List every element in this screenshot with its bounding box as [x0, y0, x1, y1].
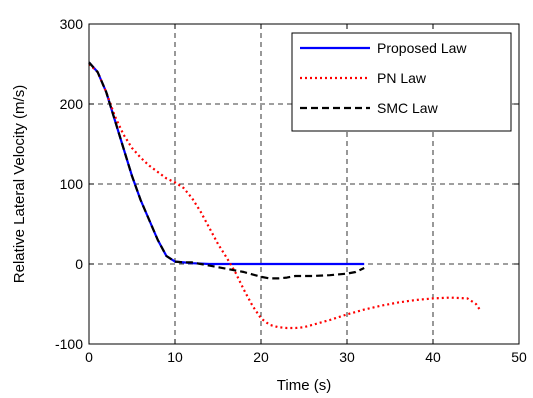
x-tick-label: 20 [253, 349, 269, 365]
series-layer [88, 61, 482, 330]
legend-box [291, 32, 512, 132]
x-tick-label: 0 [85, 349, 93, 365]
series-line-pn-law [88, 63, 482, 330]
y-tick-label: -100 [55, 336, 83, 352]
x-tick-label: 10 [167, 349, 183, 365]
x-tick-label: 30 [339, 349, 355, 365]
legend-label: Proposed Law [377, 40, 467, 56]
y-tick-label: 200 [60, 96, 84, 112]
x-tick-label: 50 [511, 349, 527, 365]
y-tick-label: 300 [60, 16, 84, 32]
legend-label: SMC Law [377, 100, 439, 116]
x-axis-label: Time (s) [277, 377, 331, 394]
legend-label: PN Law [377, 70, 427, 86]
y-axis-label: Relative Lateral Velocity (m/s) [11, 85, 28, 283]
tick-marks [88, 23, 520, 345]
series-line-smc-law [88, 61, 365, 280]
x-tick-label: 40 [425, 349, 441, 365]
y-tick-label: 0 [75, 256, 83, 272]
legend: Proposed Law PN Law SMC Law [291, 32, 512, 132]
y-tick-label: 100 [60, 176, 84, 192]
